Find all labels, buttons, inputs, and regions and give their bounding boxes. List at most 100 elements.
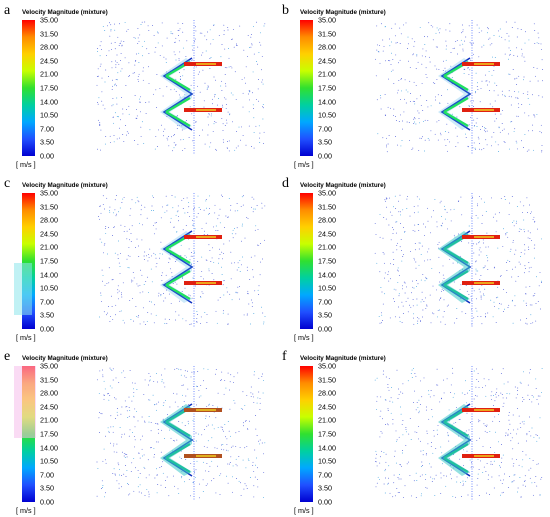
vector-dot — [523, 205, 525, 207]
vector-dot — [388, 197, 390, 199]
panel-b: b Velocity Magnitude (mixture) 35.00 31.50 2… — [278, 2, 548, 170]
vector-dot — [490, 395, 492, 397]
vector-dot — [190, 462, 192, 464]
vector-dot — [463, 449, 464, 451]
vector-dot — [402, 434, 404, 436]
vector-dot — [121, 475, 123, 476]
vector-dot — [144, 324, 146, 326]
vector-dot — [195, 66, 197, 68]
vector-dot — [257, 228, 259, 230]
vector-dot — [452, 396, 454, 398]
vector-dot — [229, 408, 231, 410]
vector-dot — [536, 463, 538, 465]
vector-dot — [440, 472, 442, 474]
vector-dot — [418, 118, 420, 120]
vector-dot — [125, 85, 127, 86]
vector-dot — [261, 442, 263, 444]
vector-dot — [176, 231, 178, 233]
colorbar-tick-label: 24.50 — [318, 402, 336, 412]
vector-dot — [383, 217, 385, 218]
vector-dot — [400, 239, 402, 241]
vector-dot — [489, 44, 491, 46]
vector-dot — [413, 287, 415, 289]
vector-dot — [180, 374, 182, 376]
vector-dot — [526, 318, 528, 320]
vector-dot — [112, 104, 114, 106]
vector-dot — [133, 388, 135, 390]
vector-dot — [101, 413, 103, 415]
vector-dot — [225, 436, 227, 438]
vector-dot — [437, 309, 439, 311]
vector-dot — [451, 77, 453, 78]
vector-dot — [409, 101, 411, 103]
vector-dot — [516, 220, 518, 222]
vector-dot — [225, 98, 227, 100]
vector-dot — [219, 494, 221, 496]
vector-dot — [469, 41, 471, 43]
vector-dot — [430, 445, 432, 447]
vector-dot — [184, 287, 186, 289]
vector-dot — [418, 410, 420, 412]
vector-dot — [237, 286, 239, 288]
vector-dot — [190, 255, 192, 257]
vector-dot — [107, 25, 109, 27]
vector-dot — [224, 125, 226, 126]
vector-dot — [529, 399, 530, 401]
vector-dot — [432, 210, 434, 212]
vector-dot — [395, 430, 397, 432]
vector-dot — [440, 446, 442, 448]
vector-dot — [478, 419, 479, 421]
vector-dot — [143, 259, 145, 261]
vector-dot — [462, 480, 464, 482]
vector-dot — [137, 75, 139, 77]
vector-dot — [113, 116, 114, 118]
vector-dot — [527, 384, 529, 386]
vector-dot — [148, 291, 149, 293]
vector-dot — [200, 316, 202, 318]
vector-dot — [246, 313, 248, 315]
vector-dot — [497, 247, 499, 249]
vector-dot — [478, 288, 480, 290]
vector-dot — [401, 260, 403, 262]
vector-dot — [493, 395, 495, 396]
vector-dot — [181, 477, 183, 479]
vector-dot — [176, 211, 178, 213]
vector-dot — [531, 395, 533, 397]
vector-dot — [512, 69, 514, 70]
vector-dot — [418, 242, 420, 244]
vector-dot — [389, 492, 391, 494]
vector-dot — [117, 72, 119, 74]
colorbar-tick-label: 35.00 — [40, 361, 58, 371]
vector-dot — [238, 267, 240, 269]
vector-dot — [206, 446, 208, 448]
vector-dot — [164, 386, 166, 388]
vector-dot — [172, 150, 174, 152]
vector-dot — [502, 454, 504, 456]
vector-dot — [239, 271, 241, 272]
vector-dot — [120, 224, 122, 226]
vector-dot — [243, 488, 245, 490]
vector-dot — [527, 246, 529, 248]
vector-dot — [144, 420, 146, 422]
vector-dot — [109, 395, 111, 397]
vector-dot — [141, 435, 143, 437]
vector-dot — [501, 36, 503, 38]
vector-dot — [442, 265, 444, 267]
vector-dot — [96, 495, 98, 497]
vector-dot — [391, 52, 392, 54]
vector-dot — [425, 473, 427, 475]
vector-dot — [112, 368, 114, 370]
vector-dot — [221, 448, 222, 450]
vector-dot — [472, 53, 474, 55]
flow-streak — [165, 442, 191, 460]
vector-dot — [149, 129, 151, 131]
colorbar-tick-label: 10.50 — [318, 283, 336, 293]
vector-dot — [448, 440, 450, 442]
vector-dot — [403, 253, 404, 255]
vector-dot — [503, 383, 505, 385]
vector-dot — [253, 371, 255, 373]
vector-dot — [507, 435, 509, 436]
vector-dot — [517, 428, 519, 430]
vector-dot — [127, 483, 128, 484]
vector-dot — [377, 133, 379, 135]
